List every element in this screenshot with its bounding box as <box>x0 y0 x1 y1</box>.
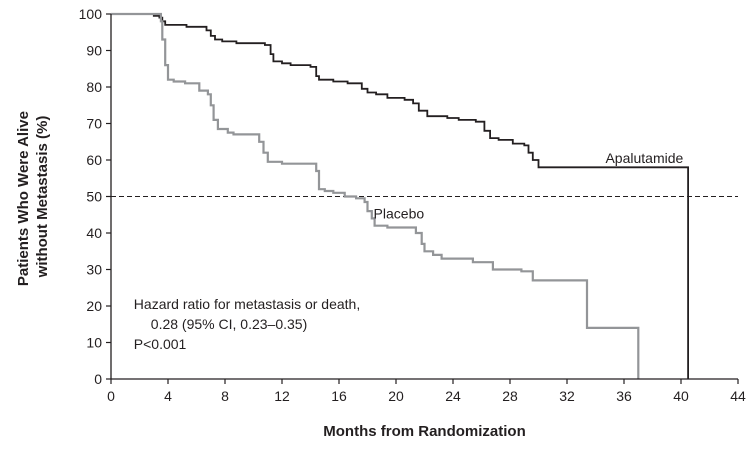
y-tick-label: 80 <box>86 79 102 95</box>
x-tick-label: 8 <box>221 388 229 404</box>
y-tick-label: 100 <box>79 6 103 22</box>
series-layer <box>111 12 689 379</box>
x-tick-label: 32 <box>559 388 575 404</box>
tick-layer: 0 4 8 12 16 20 24 28 32 36 40 44 0 10 20 30 40 50 60 70 80 90… <box>79 6 746 404</box>
y-tick-label: 10 <box>86 335 102 351</box>
x-tick-label: 28 <box>502 388 518 404</box>
annotation-line-hazard: Hazard ratio for metastasis or death, <box>134 296 360 312</box>
x-tick-label: 44 <box>730 388 746 404</box>
y-tick-label: 90 <box>86 43 102 59</box>
y-tick-label: 50 <box>86 189 102 205</box>
x-tick-label: 40 <box>673 388 689 404</box>
x-tick-label: 16 <box>331 388 347 404</box>
x-tick-label: 12 <box>274 388 290 404</box>
series-label-apalutamide: Apalutamide <box>605 150 683 166</box>
y-tick-label: 0 <box>94 371 102 387</box>
x-tick-label: 4 <box>164 388 172 404</box>
label-layer: Months from Randomization Patients Who W… <box>15 107 526 440</box>
y-tick-label: 20 <box>86 298 102 314</box>
annotation-line-ci: 0.28 (95% CI, 0.23–0.35) <box>151 316 307 332</box>
x-axis-title: Months from Randomization <box>323 423 526 440</box>
y-tick-label: 60 <box>86 152 102 168</box>
annotation-line-pvalue: P<0.001 <box>134 336 187 352</box>
series-line-placebo <box>111 12 640 379</box>
y-tick-label: 70 <box>86 116 102 132</box>
y-tick-label: 40 <box>86 225 102 241</box>
x-tick-label: 0 <box>107 388 115 404</box>
series-line-apalutamide <box>111 13 689 379</box>
x-tick-label: 20 <box>388 388 404 404</box>
y-axis-title-line-2: without Metastasis (%) <box>34 116 51 279</box>
y-axis-title: Patients Who Were Alive without Metastas… <box>15 107 51 286</box>
y-axis-title-line-1: Patients Who Were Alive <box>15 111 32 286</box>
x-tick-label: 24 <box>445 388 461 404</box>
series-label-layer: Apalutamide Placebo <box>374 150 684 221</box>
y-tick-label: 30 <box>86 262 102 278</box>
series-label-placebo: Placebo <box>374 205 425 221</box>
x-tick-label: 36 <box>616 388 632 404</box>
hazard-annotation: Hazard ratio for metastasis or death, 0.… <box>134 296 360 352</box>
